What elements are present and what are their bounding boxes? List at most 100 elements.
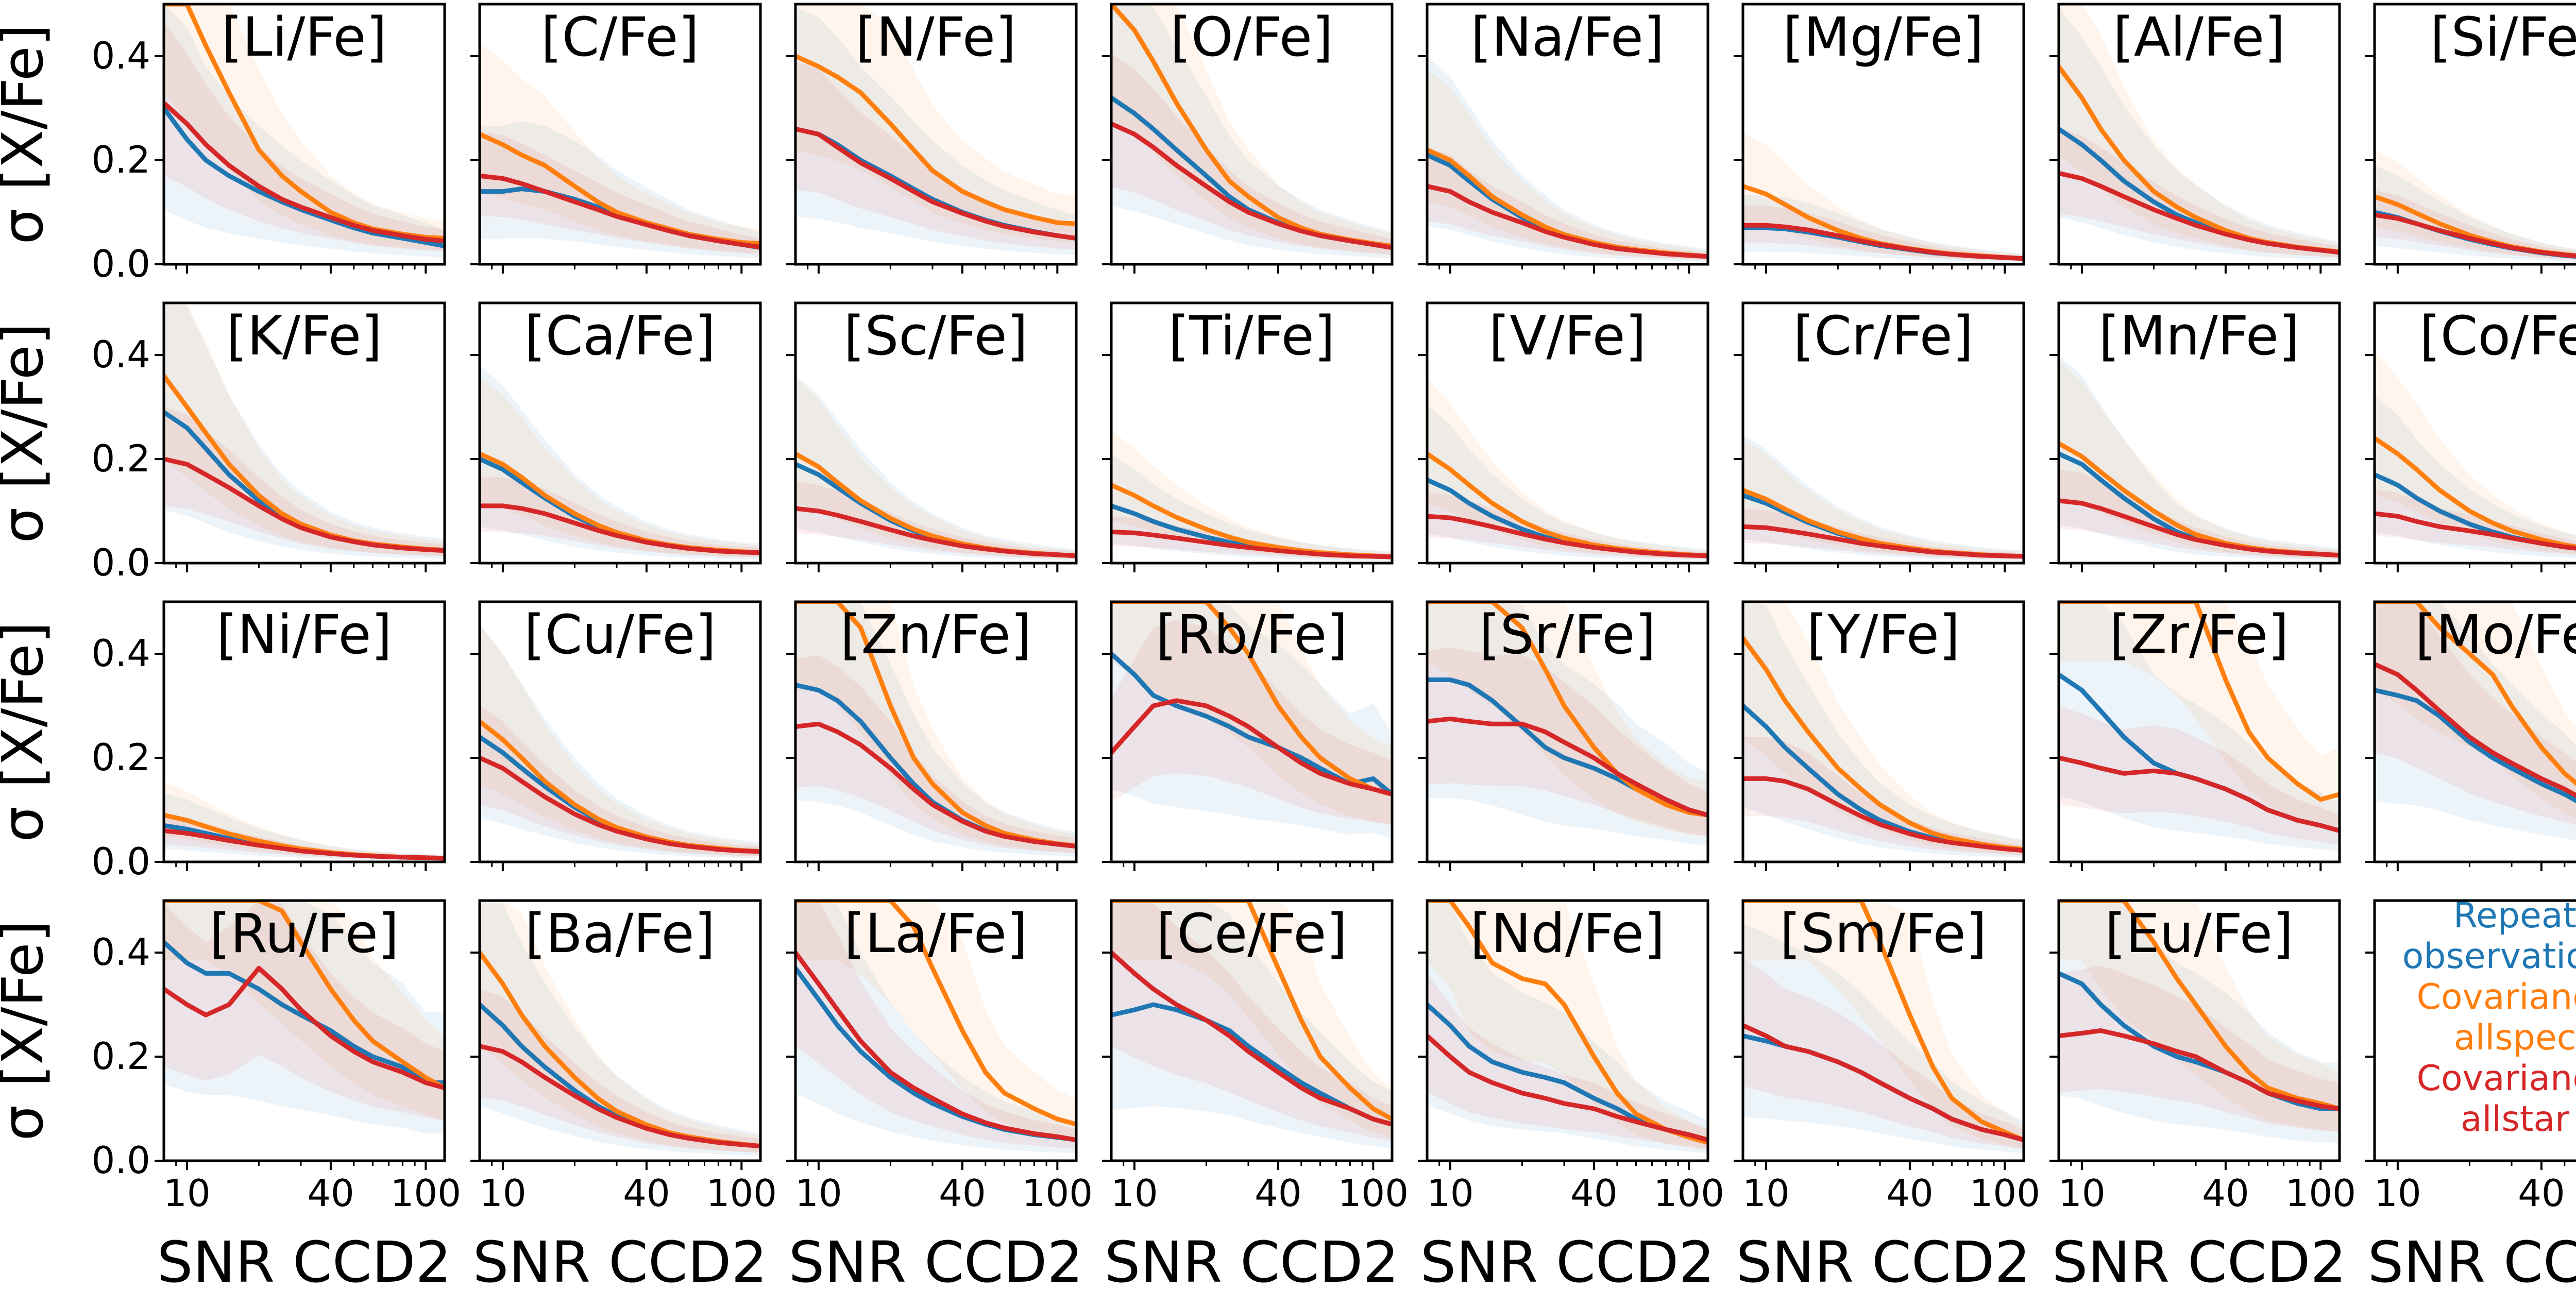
allstar-band	[795, 61, 1076, 250]
repeat-band	[795, 375, 1076, 561]
repeat-band	[2059, 355, 2340, 561]
allstar-line	[2375, 212, 2576, 259]
y-tick-label: 0.0	[91, 242, 150, 285]
plot-area	[2059, 4, 2340, 260]
panel-frame	[1741, 301, 2025, 565]
panel-sc-fe: [Sc/Fe]	[786, 301, 1078, 572]
panel-frame	[794, 600, 1078, 863]
plot-area	[164, 303, 445, 559]
panel-title: [Cr/Fe]	[1793, 304, 1974, 367]
panel-title: [Y/Fe]	[1807, 603, 1960, 666]
allstar-line	[480, 755, 760, 854]
panel-frame	[1426, 899, 1709, 1162]
y-tick-label: 0.2	[91, 736, 150, 779]
panel-frame	[1741, 600, 2025, 863]
panel-title: [Zn/Fe]	[840, 603, 1031, 666]
allspec-band	[480, 901, 760, 1153]
panel-mn-fe: [Mn/Fe]	[2049, 301, 2341, 572]
legend-entry-allstar: allstar	[2461, 1099, 2569, 1140]
x-tick-label: 40	[1886, 1172, 1934, 1215]
repeat-band	[1427, 405, 1708, 561]
allstar-line	[1743, 776, 2024, 853]
plot-area	[2059, 602, 2340, 851]
allstar-line	[795, 950, 1076, 1143]
panel-title: [Mn/Fe]	[2099, 304, 2300, 367]
x-tick-label: 100	[391, 1172, 461, 1215]
x-tick-label: 40	[939, 1172, 986, 1215]
allstar-band	[164, 22, 445, 252]
allspec-line	[2375, 436, 2576, 549]
panel-na-fe: [Na/Fe]	[1418, 3, 1709, 274]
allstar-band	[1111, 53, 1392, 256]
allspec-band	[1427, 377, 1708, 559]
allstar-band	[795, 901, 1076, 1149]
panel-si-fe: [Si/Fe]	[2365, 3, 2576, 274]
panel-title: [Mg/Fe]	[1783, 6, 1984, 69]
x-tick-label: 40	[2202, 1172, 2249, 1215]
y-tick-label: 0.4	[91, 333, 150, 376]
allstar-band	[164, 407, 445, 556]
allstar-line	[164, 965, 445, 1091]
x-axis-label: SNR CCD2	[157, 1229, 452, 1289]
panel-title: [Nd/Fe]	[1470, 902, 1665, 965]
repeat-band	[480, 121, 760, 259]
panel-zr-fe: [Zr/Fe]	[2049, 600, 2341, 871]
y-tick-label: 0.2	[91, 138, 150, 181]
panel-ru-fe: 0.0 0.2 0.4 10 40 100 [Ru/Fe]	[91, 899, 461, 1215]
repeat-band	[480, 365, 760, 559]
repeat-line	[2059, 971, 2340, 1111]
panel-cu-fe: [Cu/Fe]	[470, 600, 762, 871]
repeat-band	[2375, 165, 2576, 262]
repeat-band	[2059, 602, 2340, 851]
x-tick-label: 40	[623, 1172, 670, 1215]
panel-title: [Ca/Fe]	[524, 304, 716, 367]
y-axis-label: σ [X/Fe]	[0, 323, 56, 544]
allstar-line	[1111, 950, 1392, 1127]
panel-eu-fe: 10 40 100 [Eu/Fe]	[2049, 899, 2356, 1215]
panel-frame	[162, 3, 446, 266]
allspec-band	[1111, 901, 1392, 1138]
allspec-band	[2059, 602, 2340, 828]
panel-title: [Sm/Fe]	[1780, 902, 1987, 965]
panel-o-fe: [O/Fe]	[1102, 3, 1394, 274]
repeat-band	[1743, 434, 2024, 561]
allstar-band	[2375, 190, 2576, 260]
plot-area	[2059, 901, 2340, 1143]
allspec-band	[1743, 439, 2024, 559]
panel-title: [N/Fe]	[855, 6, 1016, 69]
repeat-band	[1427, 57, 1708, 262]
x-axis-label: SNR CCD2	[1105, 1229, 1399, 1289]
panel-title: [La/Fe]	[844, 902, 1028, 965]
panel-frame	[478, 301, 762, 565]
allstar-line	[2375, 511, 2576, 551]
panel-title: [Li/Fe]	[222, 6, 387, 69]
allspec-band	[480, 43, 760, 253]
allspec-band	[1111, 4, 1392, 255]
panel-frame	[794, 3, 1078, 266]
panel-frame	[2373, 3, 2576, 266]
allstar-line	[1427, 514, 1708, 558]
panel-la-fe: 10 40 100 [La/Fe]	[786, 899, 1093, 1215]
allspec-line	[2375, 602, 2576, 786]
allstar-line	[2059, 1028, 2340, 1111]
panel-frame	[1110, 301, 1394, 565]
panel-frame	[2373, 301, 2576, 565]
allstar-line	[795, 721, 1076, 849]
panel-frame	[162, 600, 446, 863]
panel-frame	[162, 899, 446, 1162]
allspec-line	[1111, 602, 1392, 797]
allstar-line	[1743, 1023, 2024, 1143]
panel-title: [Zr/Fe]	[2109, 603, 2289, 666]
allstar-line	[1743, 223, 2024, 261]
plot-area	[1111, 430, 1392, 561]
panel-mo-fe: [Mo/Fe]	[2365, 600, 2576, 871]
repeat-band	[1111, 901, 1392, 1148]
allspec-line	[2059, 602, 2340, 802]
repeat-band	[1427, 901, 1708, 1154]
allstar-line	[2059, 171, 2340, 255]
allstar-band	[1111, 516, 1392, 560]
plot-area	[1427, 901, 1708, 1154]
x-tick-label: 100	[1022, 1172, 1093, 1215]
legend-entry-allspec: allspec	[2454, 1017, 2576, 1058]
panel-frame	[2057, 301, 2341, 565]
